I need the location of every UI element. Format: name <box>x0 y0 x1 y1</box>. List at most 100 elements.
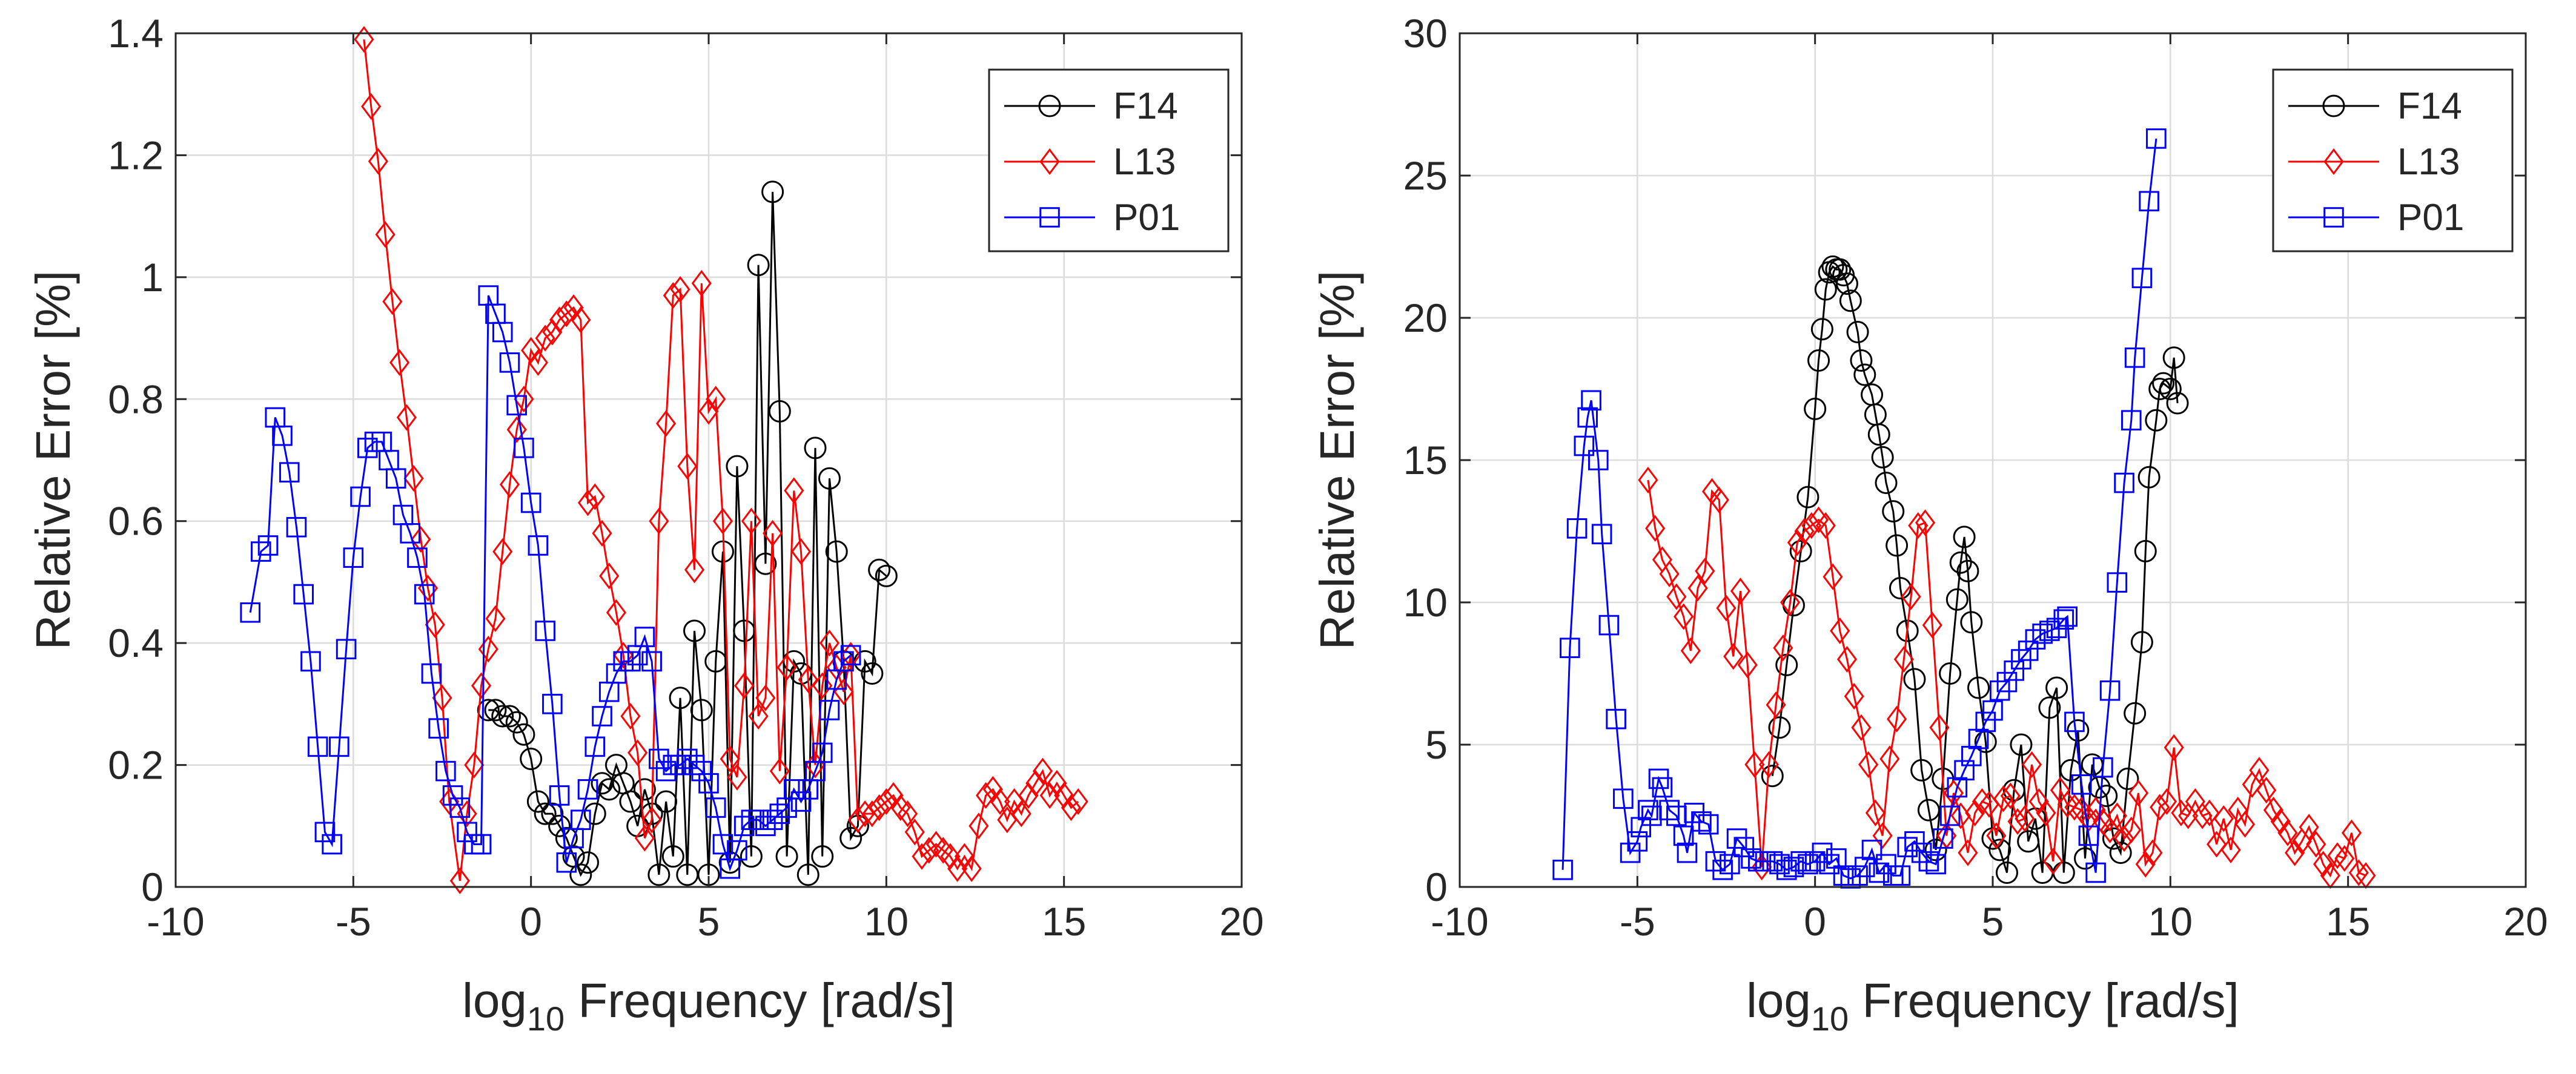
data-point-l13 <box>464 751 485 779</box>
data-point-f14 <box>2095 785 2118 808</box>
data-point-l13 <box>1887 705 1907 733</box>
data-point-f14 <box>526 790 549 813</box>
data-point-l13 <box>1054 782 1074 809</box>
data-point-f14 <box>1810 318 1833 341</box>
data-point-f14 <box>583 802 606 825</box>
data-point-l13 <box>677 453 698 480</box>
data-point-p01 <box>1598 614 1620 636</box>
x-axis-label: log10 Frequency [rad/s] <box>1746 974 2239 1038</box>
data-point-l13 <box>1744 751 1765 778</box>
data-point-f14 <box>1882 500 1905 523</box>
data-point-l13 <box>542 318 563 346</box>
data-point-l13 <box>940 843 961 870</box>
data-point-f14 <box>1853 363 1876 386</box>
data-point-l13 <box>2036 799 2056 826</box>
y-tick-label: 0.6 <box>108 499 164 544</box>
data-point-l13 <box>649 507 669 535</box>
data-point-p01 <box>634 627 655 647</box>
x-tick-label: 20 <box>2503 899 2548 944</box>
data-point-p01 <box>1954 760 1975 781</box>
data-point-p01 <box>1833 865 1854 886</box>
right-chart-panel: -10 -5 0 5 10 15 20 0 5 10 15 20 25 30 log10 Frequency… <box>1310 11 2548 1038</box>
data-point-p01 <box>670 754 690 776</box>
data-point-f14 <box>1867 423 1890 446</box>
data-point-l13 <box>1958 839 1978 866</box>
data-point-l13 <box>584 483 605 510</box>
data-point-l13 <box>2234 811 2256 838</box>
data-point-f14 <box>1846 321 1869 343</box>
data-point-p01 <box>1659 800 1680 820</box>
data-point-l13 <box>1851 714 1872 741</box>
data-point-l13 <box>862 800 882 828</box>
data-point-f14 <box>2134 539 2157 562</box>
data-point-p01 <box>1560 637 1580 659</box>
data-point-l13 <box>1986 822 2007 849</box>
data-point-p01 <box>2131 268 2153 288</box>
data-point-l13 <box>976 782 996 809</box>
data-point-p01 <box>1861 840 1882 860</box>
data-point-p01 <box>1588 450 1609 470</box>
data-point-p01 <box>1638 800 1658 820</box>
data-point-l13 <box>2064 794 2085 821</box>
data-point-l13 <box>2270 808 2291 835</box>
data-point-l13 <box>375 221 396 248</box>
data-point-p01 <box>833 651 854 672</box>
data-point-p01 <box>1677 842 1698 863</box>
data-point-p01 <box>1698 814 1719 835</box>
data-point-l13 <box>2142 839 2163 866</box>
data-point-l13 <box>876 788 896 815</box>
data-point-l13 <box>947 855 968 882</box>
data-point-f14 <box>1875 472 1898 495</box>
data-point-l13 <box>2199 799 2220 826</box>
data-point-f14 <box>569 863 592 886</box>
data-point-l13 <box>1766 691 1786 719</box>
data-point-p01 <box>812 742 833 763</box>
data-point-p01 <box>1812 842 1833 863</box>
data-point-f14 <box>2152 372 2175 395</box>
legend-label: F14 <box>1113 85 1178 127</box>
data-point-l13 <box>1972 788 1992 815</box>
data-point-p01 <box>748 809 769 831</box>
legend-box <box>2272 68 2514 252</box>
y-tick-label: 1.2 <box>108 133 164 177</box>
data-point-l13 <box>1737 651 1758 679</box>
data-point-l13 <box>571 306 591 334</box>
data-point-l13 <box>1865 799 1886 826</box>
data-point-l13 <box>2057 791 2078 818</box>
data-point-f14 <box>754 552 777 575</box>
data-point-l13 <box>904 819 925 846</box>
data-point-p01 <box>492 321 513 343</box>
data-point-p01 <box>542 694 563 714</box>
data-point-l13 <box>2249 757 2270 784</box>
data-point-p01 <box>762 809 783 831</box>
data-point-f14 <box>2162 346 2185 369</box>
data-point-l13 <box>403 465 424 492</box>
data-point-p01 <box>343 547 364 568</box>
data-point-p01 <box>691 760 712 782</box>
data-point-f14 <box>1829 258 1852 281</box>
data-point-f14 <box>1956 559 1979 582</box>
data-point-l13 <box>720 745 740 773</box>
data-point-f14 <box>718 851 741 874</box>
data-point-l13 <box>790 538 812 565</box>
legend-item-f14: F14 <box>2288 85 2462 127</box>
data-point-l13 <box>670 275 690 303</box>
y-tick-label: 0.8 <box>108 377 164 421</box>
y-tick-label: 0 <box>1425 865 1448 909</box>
data-point-p01 <box>1918 851 1939 872</box>
data-point-f14 <box>1910 759 1933 782</box>
data-point-p01 <box>442 785 463 806</box>
data-point-p01 <box>1890 865 1911 886</box>
data-point-p01 <box>528 535 549 556</box>
x-tick-label: 15 <box>2326 899 2370 944</box>
data-point-f14 <box>804 437 827 460</box>
x-tick-label: 5 <box>1982 899 2004 944</box>
data-point-l13 <box>819 630 840 657</box>
data-point-l13 <box>919 837 939 864</box>
data-point-p01 <box>1627 831 1648 852</box>
data-point-p01 <box>329 736 349 757</box>
data-point-f14 <box>491 705 514 728</box>
data-point-p01 <box>1947 777 1968 798</box>
x-tick-label: 20 <box>1219 899 1263 944</box>
data-point-p01 <box>790 791 812 812</box>
